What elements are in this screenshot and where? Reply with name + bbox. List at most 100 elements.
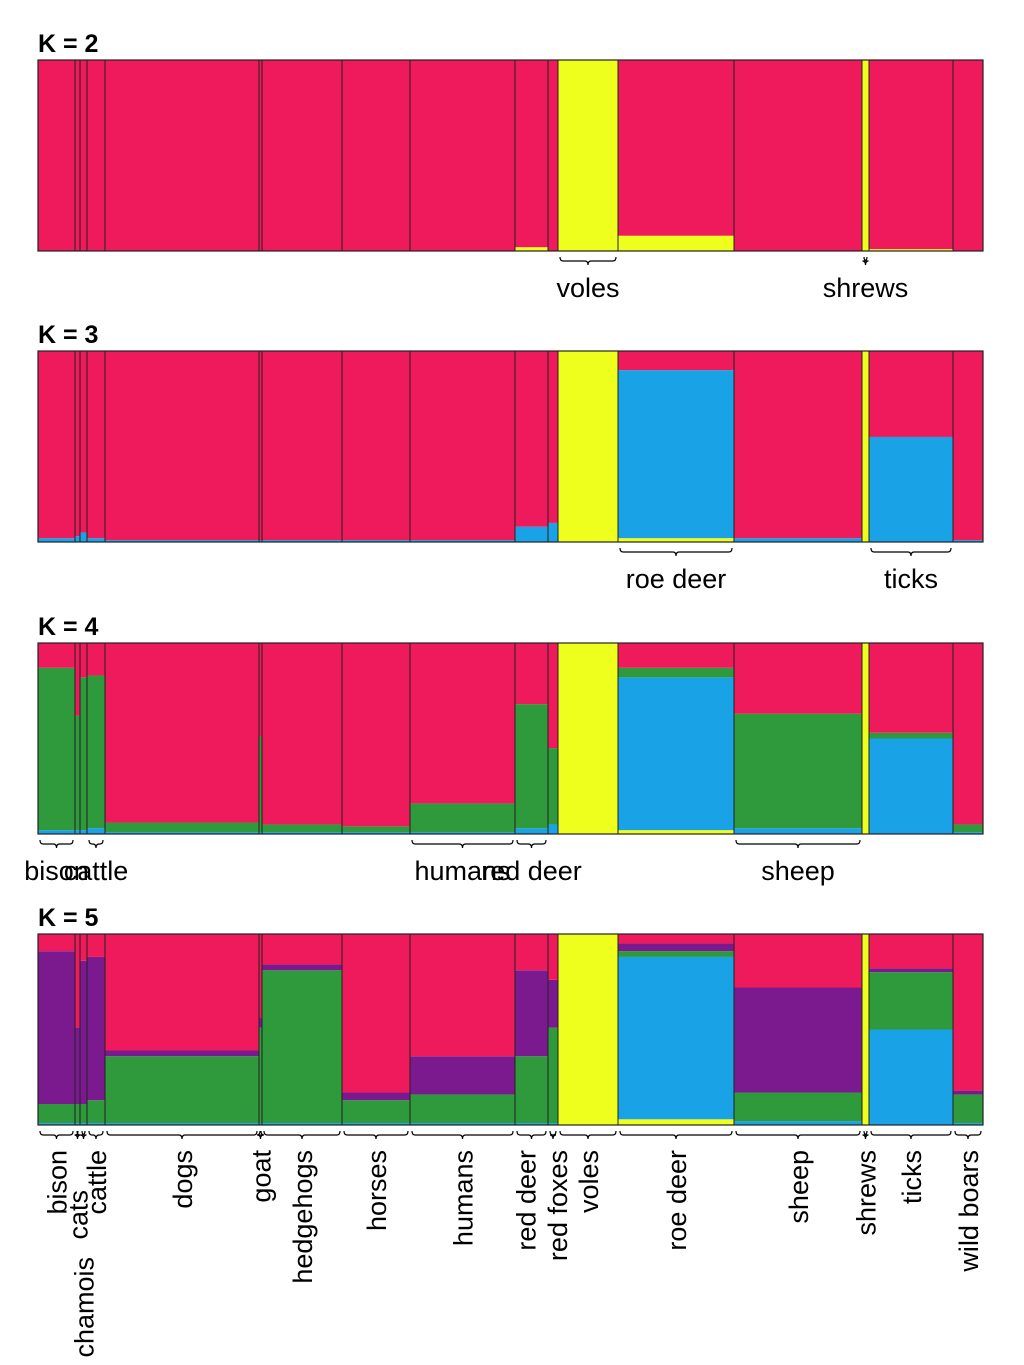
- panel-title: K = 2: [38, 30, 98, 58]
- group-label: red foxes: [543, 1150, 573, 1261]
- cluster-segment: [953, 540, 983, 542]
- cluster-segment: [75, 536, 80, 542]
- cluster-segment: [38, 830, 75, 834]
- cluster-segment: [105, 643, 259, 823]
- group-label: cattle: [82, 1150, 112, 1215]
- cluster-segment: [734, 828, 862, 834]
- cluster-segment: [262, 824, 342, 833]
- cluster-segment: [87, 1100, 105, 1124]
- cluster-segment: [342, 826, 410, 833]
- panel-frame: [37, 350, 984, 543]
- cluster-segment: [515, 247, 548, 251]
- group-brace: [88, 1130, 104, 1140]
- cluster-segment: [548, 643, 558, 749]
- cluster-segment: [548, 1123, 558, 1125]
- cluster-segment: [410, 832, 515, 834]
- cluster-segment: [515, 970, 548, 1057]
- group-label: cats: [64, 1190, 94, 1240]
- cluster-segment: [618, 667, 734, 678]
- group-brace: [559, 1130, 617, 1140]
- group-label: sheep: [784, 1150, 814, 1224]
- cluster-segment: [515, 704, 548, 829]
- cluster-segment: [558, 351, 618, 542]
- cluster-segment: [259, 934, 262, 1019]
- cluster-segment: [548, 824, 558, 834]
- cluster-segment: [618, 677, 734, 831]
- cluster-segment: [38, 1123, 75, 1125]
- cluster-segment: [75, 643, 80, 716]
- group-brace: [411, 1130, 514, 1140]
- cluster-segment: [548, 979, 558, 1028]
- cluster-segment: [869, 436, 953, 542]
- cluster-segment: [869, 934, 953, 969]
- group-label: red deer: [481, 856, 582, 886]
- cluster-segment: [558, 60, 618, 251]
- cluster-segment: [342, 643, 410, 827]
- cluster-segment: [262, 970, 342, 1124]
- cluster-segment: [953, 824, 983, 833]
- cluster-segment: [75, 60, 80, 251]
- group-brace: [870, 1130, 952, 1140]
- cluster-segment: [75, 1027, 80, 1104]
- group-brace: [88, 839, 104, 849]
- cluster-segment: [342, 1100, 410, 1124]
- cluster-segment: [558, 934, 618, 1125]
- panel-title: K = 4: [38, 613, 99, 641]
- cluster-segment: [259, 1018, 262, 1028]
- group-label: bison: [24, 856, 89, 886]
- cluster-segment: [75, 351, 80, 537]
- cluster-segment: [410, 934, 515, 1057]
- cluster-segment: [410, 540, 515, 542]
- cluster-segment: [869, 1029, 953, 1125]
- cluster-segment: [515, 1123, 548, 1125]
- group-brace: [549, 1130, 557, 1140]
- cluster-segment: [734, 538, 862, 542]
- group-label: hedgehogs: [288, 1150, 318, 1284]
- cluster-segment: [80, 1123, 87, 1125]
- cluster-segment: [105, 60, 259, 251]
- cluster-segment: [87, 675, 105, 829]
- group-brace: [735, 839, 861, 849]
- cluster-segment: [869, 249, 953, 251]
- group-label: red deer: [512, 1150, 542, 1251]
- cluster-segment: [618, 943, 734, 952]
- cluster-segment: [618, 1119, 734, 1125]
- cluster-segment: [262, 540, 342, 542]
- cluster-segment: [953, 934, 983, 1091]
- cluster-segment: [80, 532, 87, 542]
- group-brace: [39, 839, 74, 849]
- cluster-segment: [410, 1094, 515, 1124]
- cluster-segment: [515, 643, 548, 705]
- group-brace: [516, 839, 547, 849]
- cluster-segment: [410, 803, 515, 833]
- cluster-segment: [262, 934, 342, 965]
- cluster-segment: [548, 351, 558, 523]
- cluster-segment: [862, 351, 869, 542]
- cluster-segment: [105, 1050, 259, 1057]
- cluster-segment: [259, 832, 262, 834]
- cluster-segment: [259, 60, 262, 251]
- cluster-segment: [105, 822, 259, 833]
- group-label: humans: [414, 856, 510, 886]
- cluster-segment: [548, 748, 558, 825]
- cluster-segment: [262, 964, 342, 971]
- cluster-segment: [515, 1056, 548, 1124]
- cluster-segment: [618, 351, 734, 371]
- group-label: sheep: [761, 856, 835, 886]
- group-brace: [411, 839, 514, 849]
- group-label: voles: [556, 273, 619, 303]
- group-label: dogs: [168, 1150, 198, 1209]
- cluster-segment: [75, 1103, 80, 1124]
- cluster-segment: [80, 351, 87, 533]
- panel-frame: [37, 933, 984, 1126]
- cluster-segment: [548, 934, 558, 980]
- cluster-segment: [618, 235, 734, 251]
- cluster-segment: [618, 956, 734, 1120]
- cluster-segment: [515, 828, 548, 834]
- group-brace: [74, 1130, 81, 1140]
- cluster-segment: [259, 351, 262, 541]
- cluster-segment: [80, 677, 87, 831]
- cluster-segment: [87, 643, 105, 676]
- cluster-segment: [342, 60, 410, 251]
- cluster-segment: [80, 1103, 87, 1124]
